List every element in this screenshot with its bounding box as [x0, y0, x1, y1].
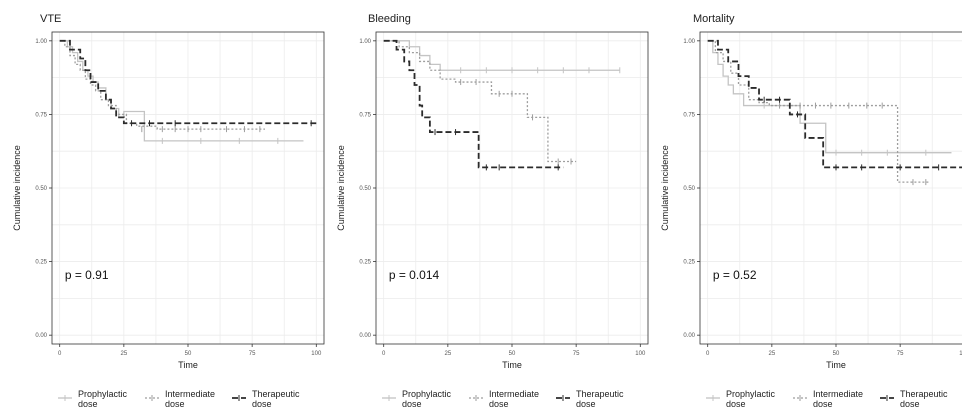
y-tick-label: 0.25: [683, 260, 695, 266]
legend-label-line2: dose: [726, 399, 746, 409]
x-tick-label: 25: [121, 351, 128, 357]
panel-2: Mortality 0 25 50 75 100 0.00 0.25 0.50 0.75 1.00 T…: [660, 13, 962, 409]
p-value-label: p = 0.014: [389, 268, 440, 282]
y-tick-label: 0.50: [359, 186, 371, 192]
panel-title: Bleeding: [368, 13, 411, 25]
y-tick-label: 0.75: [683, 112, 695, 118]
x-tick-label: 50: [185, 351, 192, 357]
legend-label: Intermediate: [165, 389, 215, 399]
y-tick-label: 1.00: [35, 39, 47, 45]
legend-label: Therapeutic: [900, 389, 948, 399]
legend-label-line2: dose: [402, 399, 422, 409]
panel-1: Bleeding 0 25 50 75 100 0.00 0.25 0.50 0.75 1.00 Ti…: [336, 13, 649, 409]
legend-label: Intermediate: [489, 389, 539, 399]
legend: ProphylacticdoseIntermediatedoseTherapeu…: [706, 389, 948, 409]
legend-label-line2: dose: [252, 399, 272, 409]
legend-label-line2: dose: [576, 399, 596, 409]
y-tick-label: 0.50: [683, 186, 695, 192]
legend-label: Therapeutic: [252, 389, 300, 399]
legend-label: Prophylactic: [402, 389, 452, 399]
series-line-prophylactic: [383, 40, 620, 71]
panel-0: VTE 0 25 50 75 100 0.00 0.25 0.50 0.75 1.00 Time Cum…: [12, 13, 325, 409]
x-tick-label: 25: [769, 351, 776, 357]
series-line-prophylactic: [707, 40, 952, 154]
y-tick-label: 1.00: [359, 39, 371, 45]
x-tick-label: 25: [445, 351, 452, 357]
x-tick-label: 100: [959, 351, 962, 357]
y-axis-title: Cumulative incidence: [660, 145, 670, 231]
legend-label-line2: dose: [489, 399, 509, 409]
y-tick-label: 0.75: [35, 112, 47, 118]
y-tick-label: 0.75: [359, 112, 371, 118]
x-tick-label: 75: [249, 351, 256, 357]
x-tick-label: 50: [509, 351, 516, 357]
legend-label-line2: dose: [813, 399, 833, 409]
x-tick-label: 100: [311, 351, 322, 357]
y-tick-label: 1.00: [683, 39, 695, 45]
y-tick-label: 0.00: [359, 333, 371, 339]
x-tick-label: 0: [706, 351, 710, 357]
x-axis-title: Time: [502, 360, 522, 370]
panel-title: VTE: [40, 13, 61, 25]
y-tick-label: 0.00: [35, 333, 47, 339]
series-line-therapeutic: [59, 39, 317, 125]
p-value-label: p = 0.91: [65, 268, 109, 282]
x-tick-label: 75: [573, 351, 580, 357]
y-tick-label: 0.25: [35, 260, 47, 266]
legend: ProphylacticdoseIntermediatedoseTherapeu…: [58, 389, 300, 409]
legend-label: Prophylactic: [78, 389, 128, 399]
y-tick-label: 0.00: [683, 333, 695, 339]
x-tick-label: 0: [58, 351, 62, 357]
y-axis-title: Cumulative incidence: [12, 145, 22, 231]
x-axis-title: Time: [826, 360, 846, 370]
legend-label-line2: dose: [165, 399, 185, 409]
x-tick-label: 75: [897, 351, 904, 357]
legend: ProphylacticdoseIntermediatedoseTherapeu…: [382, 389, 624, 409]
y-tick-label: 0.25: [359, 260, 371, 266]
x-tick-label: 50: [833, 351, 840, 357]
series-line-therapeutic: [383, 39, 564, 169]
legend-label-line2: dose: [900, 399, 920, 409]
legend-label-line2: dose: [78, 399, 98, 409]
y-axis-title: Cumulative incidence: [336, 145, 346, 231]
panel-title: Mortality: [693, 13, 735, 25]
legend-label: Therapeutic: [576, 389, 624, 399]
p-value-label: p = 0.52: [713, 268, 757, 282]
x-axis-title: Time: [178, 360, 198, 370]
legend-label: Intermediate: [813, 389, 863, 399]
x-tick-label: 100: [635, 351, 646, 357]
x-tick-label: 0: [382, 351, 386, 357]
y-tick-label: 0.50: [35, 186, 47, 192]
series-line-prophylactic: [59, 40, 304, 142]
legend-label: Prophylactic: [726, 389, 776, 399]
series-line-therapeutic: [707, 39, 962, 169]
